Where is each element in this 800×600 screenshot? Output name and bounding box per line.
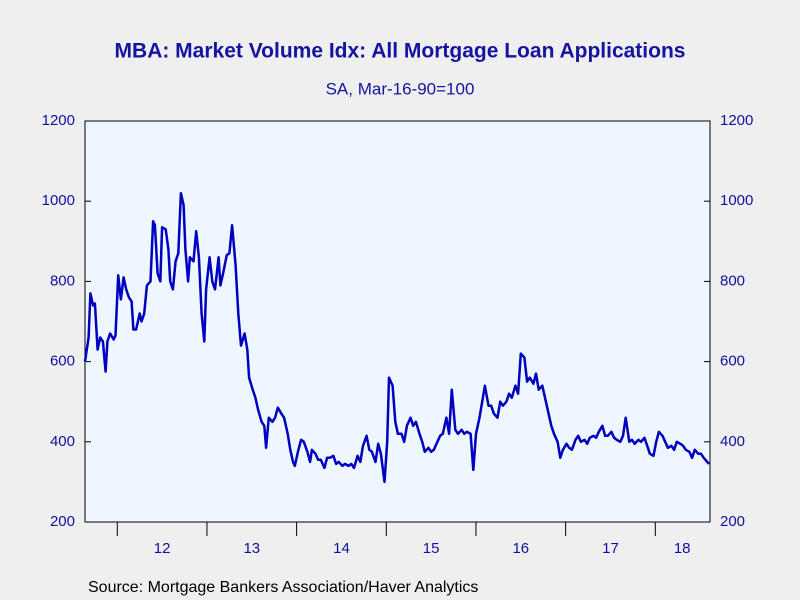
y-tick-label: 1200 bbox=[42, 112, 75, 129]
x-tick-label: 17 bbox=[602, 540, 619, 557]
x-tick-label: 18 bbox=[674, 540, 691, 557]
y-tick-label: 400 bbox=[50, 433, 75, 450]
data-line bbox=[83, 191, 711, 484]
y2-tick-label: 200 bbox=[720, 513, 745, 530]
x-tick-label: 12 bbox=[154, 540, 171, 557]
chart-title: MBA: Market Volume Idx: All Mortgage Loa… bbox=[115, 40, 686, 63]
y2-tick-label: 600 bbox=[720, 353, 745, 370]
x-tick-label: 15 bbox=[423, 540, 440, 557]
chart-subtitle: SA, Mar-16-90=100 bbox=[326, 79, 475, 98]
y-tick-label: 1000 bbox=[42, 192, 75, 209]
x-tick-label: 14 bbox=[333, 540, 350, 557]
y-tick-label: 800 bbox=[50, 272, 75, 289]
y-tick-label: 600 bbox=[50, 353, 75, 370]
x-tick-label: 16 bbox=[512, 540, 529, 557]
y2-tick-label: 1200 bbox=[720, 112, 753, 129]
y2-tick-label: 400 bbox=[720, 433, 745, 450]
x-tick-label: 13 bbox=[243, 540, 260, 557]
source-note: Source: Mortgage Bankers Association/Hav… bbox=[88, 579, 478, 596]
plot-area bbox=[84, 120, 711, 523]
y2-tick-label: 800 bbox=[720, 272, 745, 289]
y-tick-label: 200 bbox=[50, 513, 75, 530]
y2-tick-label: 1000 bbox=[720, 192, 753, 209]
